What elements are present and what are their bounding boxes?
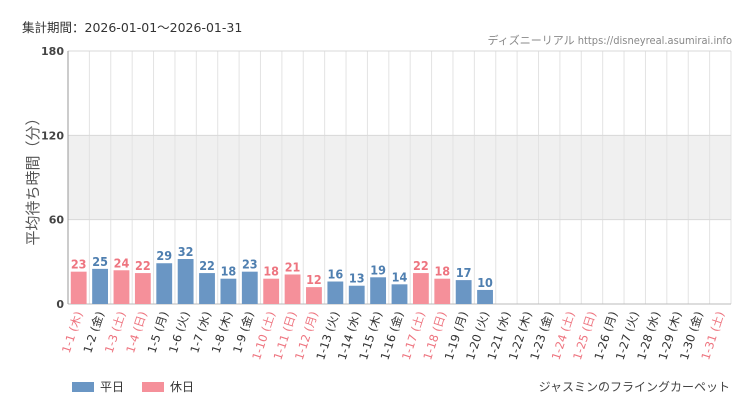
y-tick-labels: 0 60 120 180 — [41, 45, 64, 311]
bar-value-label: 29 — [156, 248, 172, 263]
bar-value-label: 18 — [263, 264, 279, 279]
bar — [113, 270, 130, 304]
bar-value-label: 25 — [92, 254, 108, 269]
bar-value-label: 13 — [349, 271, 365, 286]
legend-item-weekday: 平日 — [72, 378, 124, 395]
y-tick-label: 60 — [49, 214, 65, 227]
bar — [241, 271, 258, 304]
bar-value-label: 24 — [114, 255, 130, 270]
bar — [455, 280, 472, 304]
bar — [134, 273, 151, 304]
bar — [327, 281, 344, 304]
bar-value-labels: 23 25 24 22 29 32 22 18 23 18 21 12 16 13 19 14 22 18 17 10 — [71, 244, 493, 290]
y-tick-label: 0 — [56, 298, 64, 311]
bar-value-label: 19 — [370, 262, 386, 277]
bar-value-label: 23 — [71, 257, 87, 272]
bar-value-label: 12 — [306, 272, 322, 287]
bar — [177, 259, 194, 304]
bar-value-label: 22 — [413, 258, 429, 273]
y-tick-label: 120 — [41, 129, 64, 142]
legend: 平日 休日 — [72, 378, 194, 395]
bar — [477, 289, 493, 304]
y-tick-label: 180 — [41, 45, 64, 58]
bar — [70, 271, 87, 304]
shaded-band — [68, 135, 731, 220]
legend-swatch-holiday — [142, 381, 165, 392]
bar-value-label: 14 — [392, 269, 408, 284]
x-tick-labels: 1-1 (木)1-2 (金)1-3 (土)1-4 (日)1-5 (月)1-6 (… — [59, 310, 727, 362]
bar-value-label: 18 — [221, 264, 237, 279]
bar-value-label: 23 — [242, 257, 258, 272]
period-label: 集計期間：2026-01-01～2026-01-31 — [22, 20, 243, 35]
bar — [156, 263, 173, 304]
y-axis-label: 平均待ち時間（分） — [24, 110, 42, 245]
bar-value-label: 22 — [199, 258, 215, 273]
bar — [263, 278, 280, 304]
bar — [434, 278, 451, 304]
bar-value-label: 10 — [477, 275, 493, 290]
legend-item-holiday: 休日 — [142, 378, 194, 395]
plot-background — [68, 135, 731, 220]
bar — [306, 287, 322, 304]
bar-value-label: 21 — [285, 259, 301, 274]
bar-value-label: 32 — [178, 244, 194, 259]
bar — [92, 268, 108, 304]
legend-swatch-weekday — [72, 381, 94, 392]
bar — [220, 278, 237, 304]
bars — [70, 259, 493, 304]
gridlines — [67, 50, 732, 305]
bar — [199, 273, 215, 304]
bar-value-label: 16 — [328, 267, 344, 282]
bar — [370, 277, 387, 304]
bar — [348, 285, 365, 304]
bar — [412, 273, 429, 304]
legend-label-holiday: 休日 — [170, 380, 195, 394]
bar — [391, 284, 408, 304]
bar-value-label: 17 — [456, 265, 472, 280]
bar — [284, 274, 301, 304]
attraction-name: ジャスミンのフライングカーペット — [538, 380, 730, 394]
bar-value-label: 22 — [135, 258, 151, 273]
bar-value-label: 18 — [434, 264, 450, 279]
site-credit: ディズニーリアル https://disneyreal.asumirai.inf… — [487, 34, 732, 47]
legend-label-weekday: 平日 — [100, 380, 125, 394]
